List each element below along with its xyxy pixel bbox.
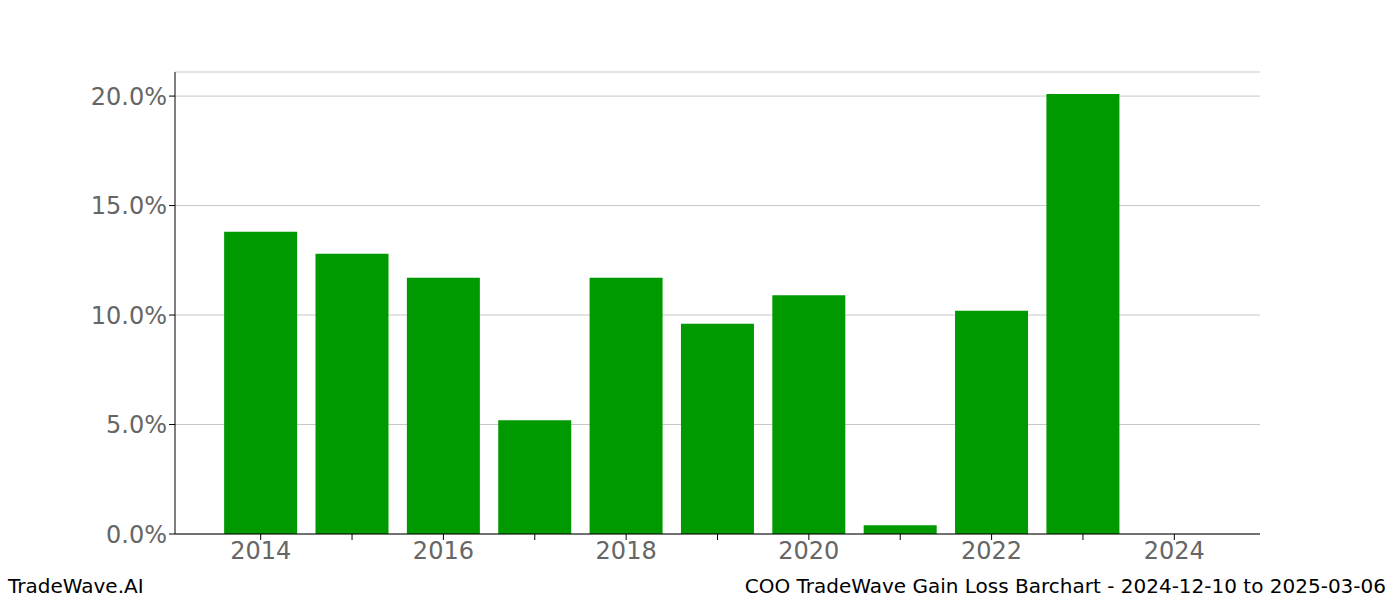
svg-text:20.0%: 20.0% [91, 83, 167, 111]
svg-text:2024: 2024 [1144, 537, 1205, 565]
svg-text:2022: 2022 [961, 537, 1022, 565]
html-text:COO TradeWave Gain Loss Barcha: COO TradeWave Gain Loss Barchart - 2024-… [744, 574, 1386, 598]
svg-text:15.0%: 15.0% [91, 192, 167, 220]
svg-text:10.0%: 10.0% [91, 302, 167, 330]
svg-text:2020: 2020 [778, 537, 839, 565]
svg-text:2014: 2014 [230, 537, 291, 565]
svg-text:2018: 2018 [596, 537, 657, 565]
html-text:TradeWave.AI: TradeWave.AI [8, 574, 144, 598]
svg-text:0.0%: 0.0% [106, 521, 167, 549]
svg-text:5.0%: 5.0% [106, 411, 167, 439]
svg-text:2016: 2016 [413, 537, 474, 565]
